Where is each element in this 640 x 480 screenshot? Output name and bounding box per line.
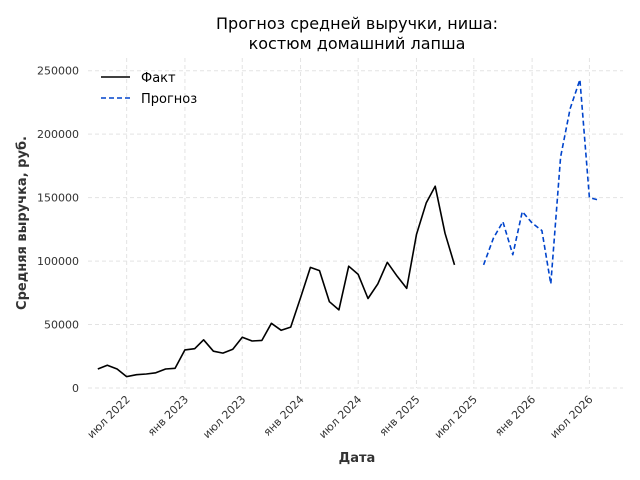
grid-lines — [88, 58, 623, 389]
x-tick-label: июл 2022 — [85, 393, 133, 441]
y-tick-label: 150000 — [37, 192, 79, 205]
chart-title-line-1: Прогноз средней выручки, ниша: — [216, 14, 498, 33]
x-axis-label: Дата — [339, 451, 376, 466]
x-tick-label: янв 2024 — [261, 393, 307, 439]
legend: Факт Прогноз — [101, 71, 197, 107]
x-tick-label: июл 2024 — [316, 393, 364, 441]
y-tick-label: 0 — [72, 382, 79, 395]
x-tick-label: июл 2025 — [432, 393, 480, 441]
x-tick-label: июл 2026 — [548, 393, 596, 441]
x-tick-label: янв 2026 — [492, 393, 538, 439]
y-tick-label: 250000 — [37, 65, 79, 78]
x-tick-label: янв 2023 — [145, 393, 191, 439]
x-tick-label: июл 2023 — [200, 393, 248, 441]
y-tick-label: 100000 — [37, 255, 79, 268]
y-axis-label: Средняя выручка, руб. — [15, 136, 30, 310]
x-axis-ticks: июл 2022 янв 2023 июл 2023 янв 2024 июл 2024… — [85, 393, 596, 441]
legend-label-fact: Факт — [141, 71, 176, 86]
series-line-fact — [97, 185, 456, 378]
chart-title-line-2: костюм домашний лапша — [249, 34, 466, 53]
x-tick-label: янв 2025 — [377, 393, 423, 439]
series-lines — [97, 78, 600, 378]
y-tick-label: 200000 — [37, 128, 79, 141]
y-axis-ticks: 0 50000 100000 150000 200000 250000 — [37, 65, 79, 395]
series-line-forecast — [482, 78, 600, 285]
y-tick-label: 50000 — [44, 319, 79, 332]
legend-label-forecast: Прогноз — [141, 92, 197, 107]
